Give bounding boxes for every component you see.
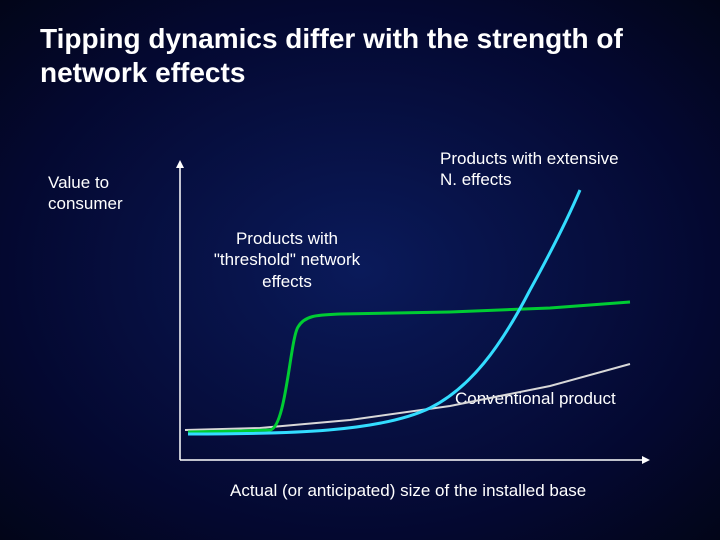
y-axis-arrow-icon bbox=[176, 160, 184, 168]
x-axis-arrow-icon bbox=[642, 456, 650, 464]
tipping-chart bbox=[170, 160, 650, 470]
y-axis-label: Value to consumer bbox=[48, 172, 168, 215]
conventional-curve bbox=[185, 364, 630, 430]
x-axis-label: Actual (or anticipated) size of the inst… bbox=[230, 480, 670, 501]
chart-title: Tipping dynamics differ with the strengt… bbox=[40, 22, 680, 89]
